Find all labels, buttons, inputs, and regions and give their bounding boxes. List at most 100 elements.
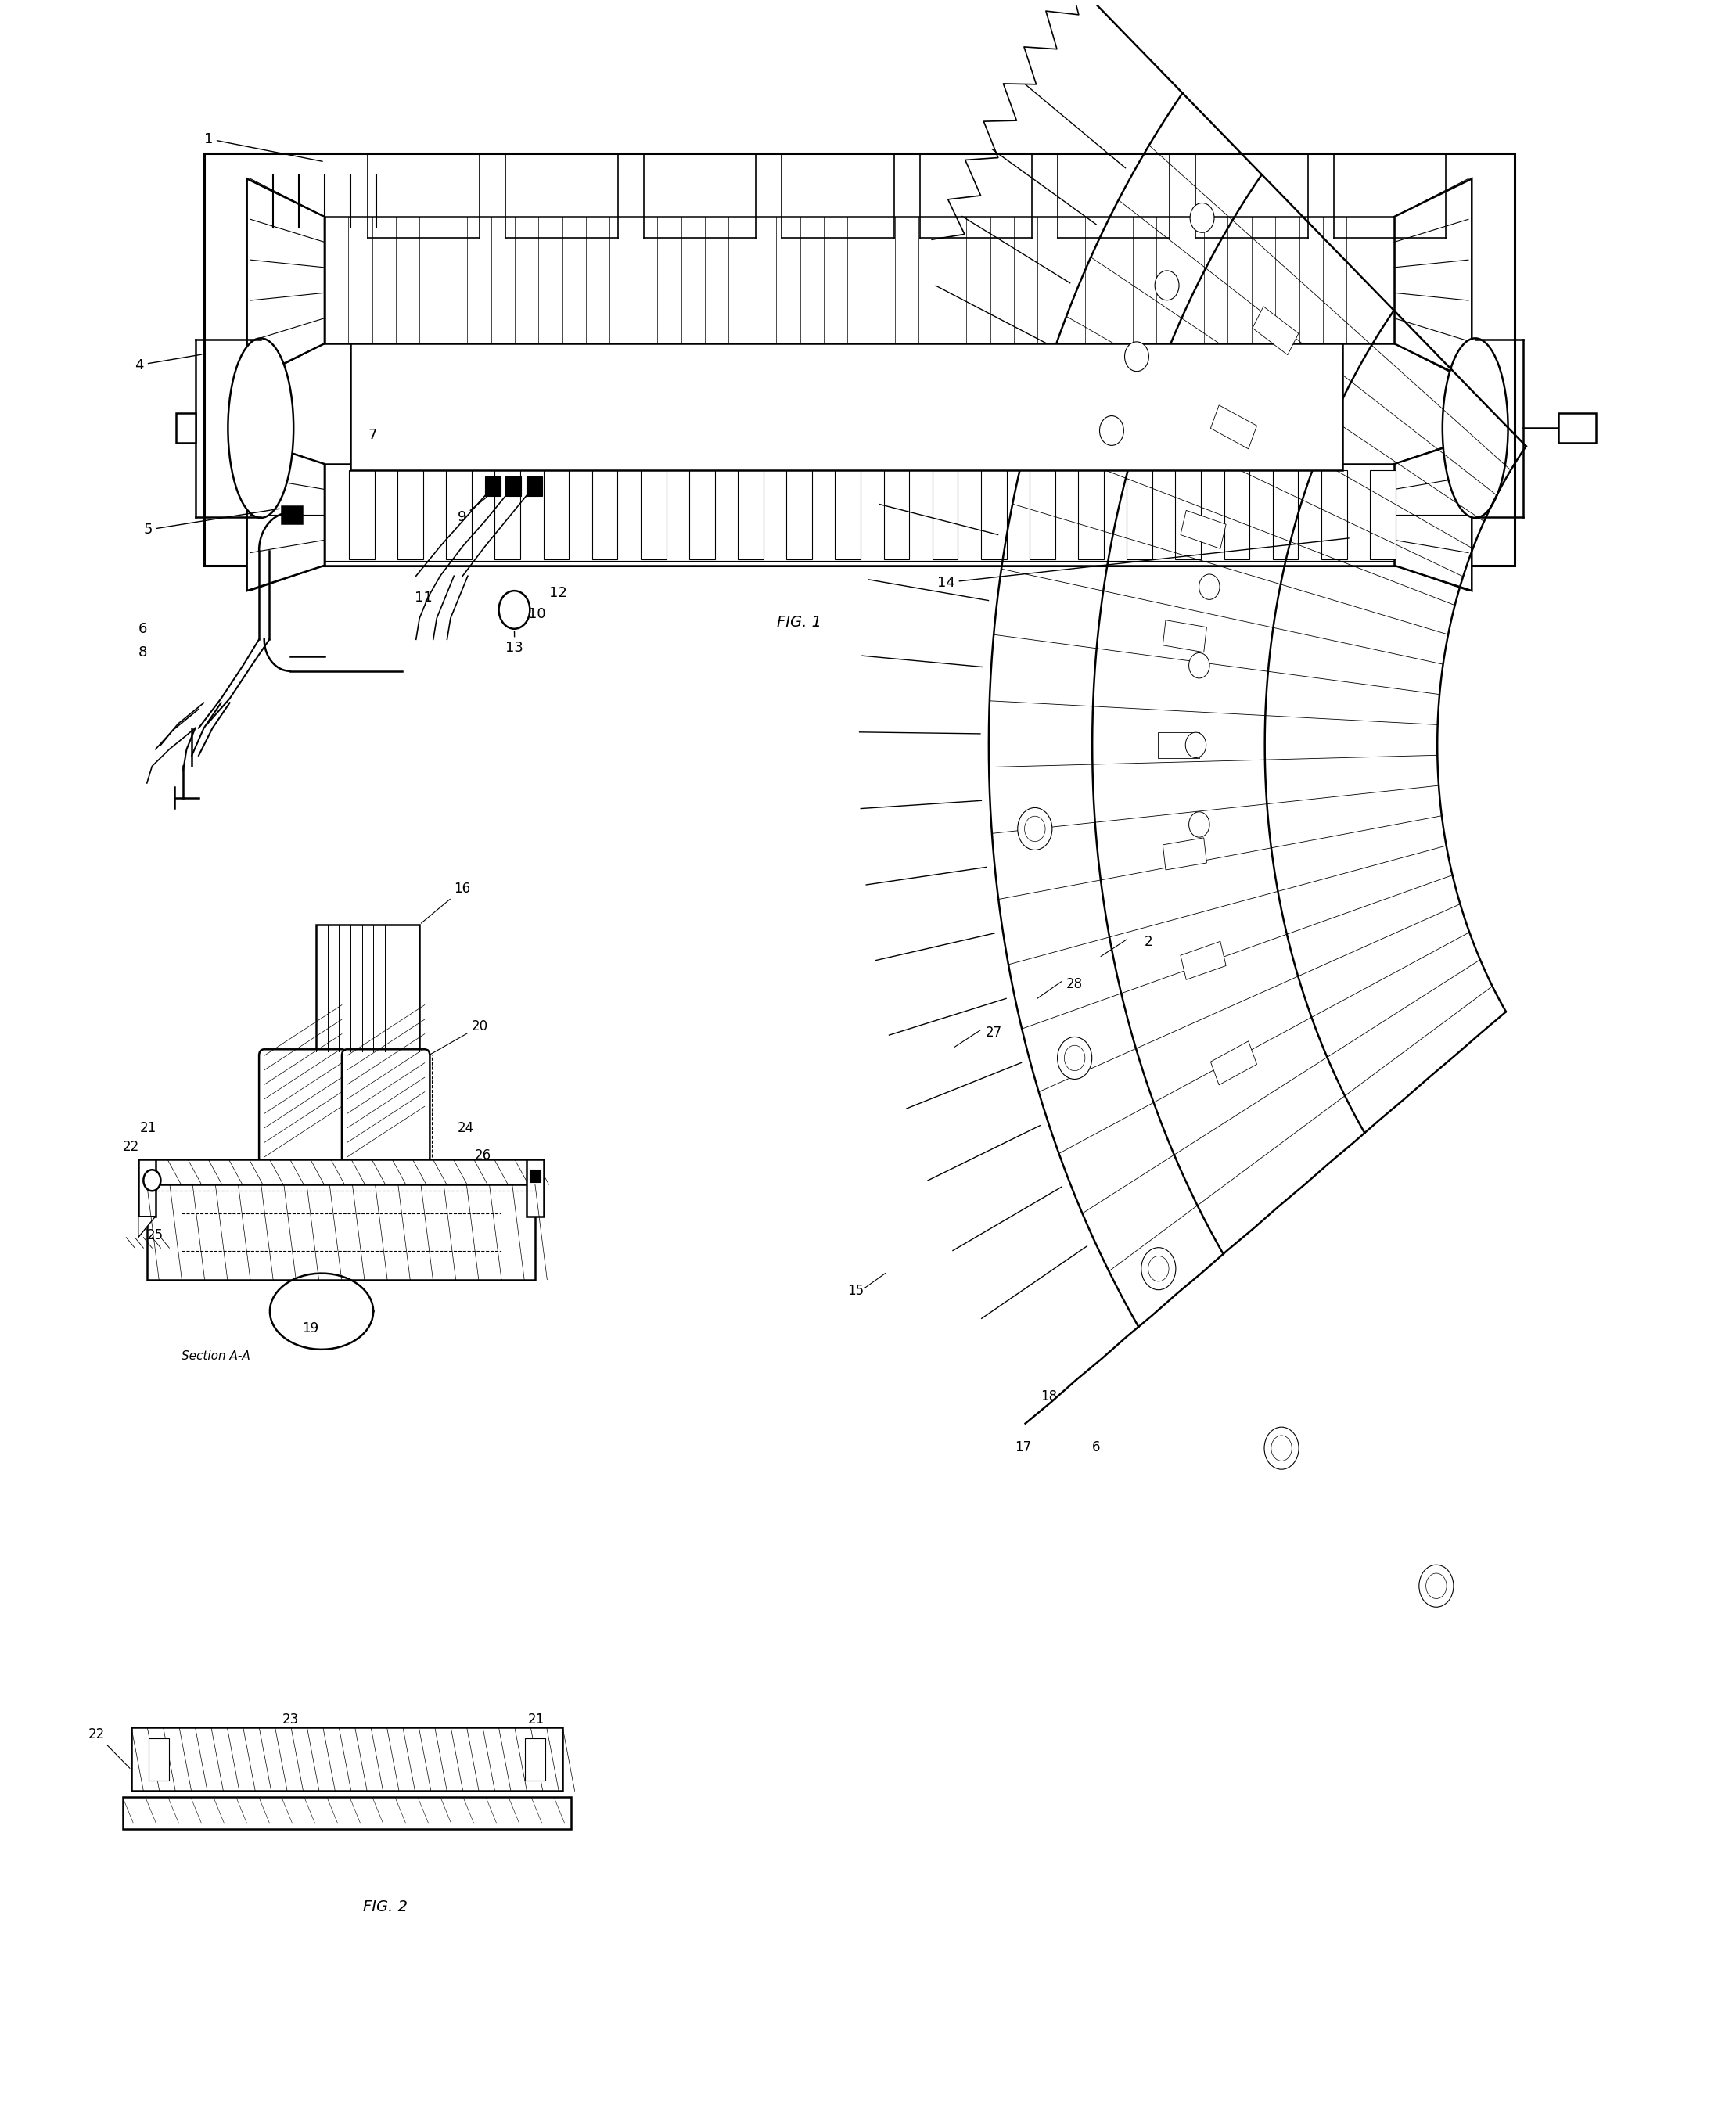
Bar [932, 469, 958, 559]
Bar [132, 1727, 562, 1791]
Polygon shape [1394, 178, 1472, 382]
Text: 14: 14 [937, 537, 1349, 590]
Text: 17: 17 [1014, 1440, 1031, 1455]
Circle shape [1154, 270, 1179, 299]
Polygon shape [1163, 620, 1207, 652]
Polygon shape [1180, 941, 1226, 979]
Text: 22: 22 [123, 1141, 139, 1153]
Polygon shape [1252, 306, 1299, 355]
Text: 11: 11 [415, 590, 432, 605]
Text: 28: 28 [1066, 977, 1083, 992]
Circle shape [1125, 342, 1149, 372]
Bar [786, 469, 812, 559]
Bar [148, 1160, 535, 1185]
Text: 7: 7 [368, 427, 377, 442]
Text: 5: 5 [144, 510, 279, 537]
Circle shape [1271, 1436, 1292, 1461]
Bar [281, 506, 302, 523]
Text: 6: 6 [139, 622, 148, 637]
Circle shape [1024, 816, 1045, 841]
Bar [884, 469, 910, 559]
Text: 2: 2 [1144, 935, 1153, 949]
Bar [148, 1185, 535, 1279]
Bar [1224, 469, 1250, 559]
FancyBboxPatch shape [259, 1049, 347, 1164]
Bar [1557, 414, 1595, 442]
Text: 12: 12 [549, 586, 566, 601]
Polygon shape [247, 178, 325, 382]
Bar [316, 924, 420, 1051]
Bar [349, 469, 375, 559]
Circle shape [1147, 1255, 1168, 1281]
Text: 6: 6 [1092, 1440, 1101, 1455]
Circle shape [1264, 1427, 1299, 1470]
Polygon shape [1158, 733, 1200, 758]
Bar [529, 1170, 540, 1183]
Polygon shape [1180, 510, 1226, 548]
Bar [1127, 469, 1153, 559]
Bar [981, 469, 1007, 559]
Bar [505, 476, 521, 495]
Text: 25: 25 [148, 1228, 163, 1243]
Bar [139, 1160, 156, 1217]
Text: FIG. 1: FIG. 1 [776, 616, 821, 631]
Bar [325, 217, 1394, 344]
Bar [526, 476, 542, 495]
Polygon shape [1210, 1041, 1257, 1085]
Bar [1272, 469, 1299, 559]
Text: 13: 13 [505, 631, 524, 654]
Polygon shape [247, 440, 325, 590]
Bar [1321, 469, 1347, 559]
Text: 21: 21 [528, 1712, 545, 1727]
Bar [1370, 469, 1396, 559]
Bar [738, 469, 764, 559]
Bar [446, 469, 472, 559]
Bar [1078, 469, 1104, 559]
Text: 24: 24 [457, 1121, 474, 1134]
Circle shape [1425, 1574, 1446, 1599]
Bar [1029, 469, 1055, 559]
Circle shape [1189, 811, 1210, 837]
Text: 4: 4 [135, 355, 201, 372]
Text: 19: 19 [302, 1321, 319, 1336]
Text: 16: 16 [422, 881, 470, 924]
Bar [543, 469, 569, 559]
Bar [149, 1737, 170, 1780]
Bar [398, 469, 424, 559]
Circle shape [1186, 733, 1207, 758]
Circle shape [1099, 416, 1123, 446]
Text: 9: 9 [457, 497, 486, 525]
Text: 1: 1 [203, 132, 323, 161]
Text: 20: 20 [431, 1020, 488, 1056]
Circle shape [1017, 807, 1052, 850]
Polygon shape [1394, 440, 1472, 590]
Circle shape [1200, 573, 1220, 599]
Circle shape [1064, 1045, 1085, 1070]
Bar [123, 1797, 571, 1829]
Polygon shape [1163, 837, 1207, 871]
Circle shape [1191, 204, 1213, 234]
Text: Section A-A: Section A-A [181, 1351, 250, 1361]
FancyBboxPatch shape [342, 1049, 431, 1164]
Bar [689, 469, 715, 559]
Bar [203, 153, 1516, 565]
Bar [351, 344, 1342, 469]
Text: 21: 21 [141, 1121, 156, 1134]
Circle shape [1057, 1037, 1092, 1079]
Bar [835, 469, 861, 559]
Circle shape [1141, 1247, 1175, 1289]
Text: 18: 18 [1040, 1389, 1057, 1404]
Text: FIG. 2: FIG. 2 [363, 1899, 408, 1914]
Text: 23: 23 [283, 1712, 299, 1727]
Ellipse shape [227, 338, 293, 518]
Circle shape [144, 1170, 161, 1192]
Text: 10: 10 [528, 607, 545, 622]
Circle shape [498, 590, 529, 629]
Bar [526, 1160, 543, 1217]
Circle shape [1189, 652, 1210, 678]
Polygon shape [139, 1217, 156, 1238]
Polygon shape [1210, 406, 1257, 448]
Text: 27: 27 [986, 1026, 1002, 1041]
Bar [325, 463, 1394, 565]
Bar [495, 469, 521, 559]
